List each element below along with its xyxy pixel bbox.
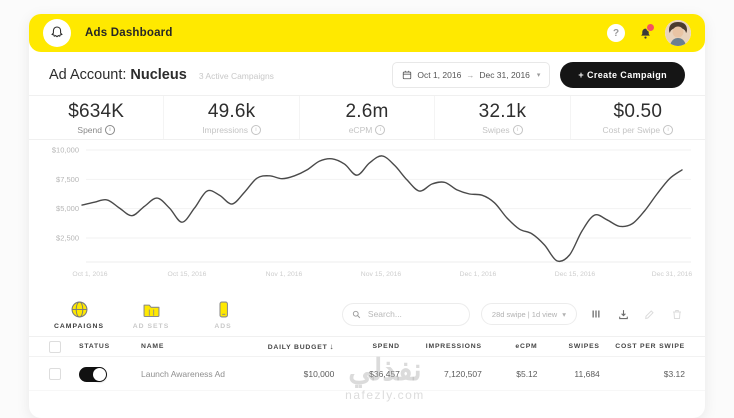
stat-cost-per-swipe[interactable]: $0.50 Cost per Swipe: [569, 96, 705, 139]
svg-text:$7,500: $7,500: [56, 175, 79, 184]
topbar: Ads Dashboard ?: [29, 14, 705, 52]
cell-impressions: 7,120,507: [443, 369, 482, 379]
col-swipes[interactable]: SWIPES: [568, 343, 600, 350]
account-name: Nucleus: [130, 67, 187, 83]
delete-button[interactable]: [669, 306, 685, 322]
stat-impressions[interactable]: 49.6k Impressions: [163, 96, 298, 139]
toggle-knob: [93, 367, 106, 381]
columns-icon: [592, 310, 600, 318]
date-range-picker[interactable]: Oct 1, 2016 → Dec 31, 2016 ▾: [392, 62, 551, 88]
help-icon[interactable]: ?: [607, 24, 625, 42]
spend-chart-area: $10,000 $7,500 $5,000 $2,500 Oct 1, 2016 Oct …: [29, 143, 705, 285]
pencil-icon: [645, 310, 654, 320]
create-campaign-button[interactable]: + Create Campaign: [560, 62, 685, 88]
search-input[interactable]: [365, 308, 450, 320]
cell-spend: $36,457: [369, 369, 400, 379]
col-spend[interactable]: SPEND: [372, 343, 400, 350]
cell-daily-budget: $10,000: [303, 369, 335, 379]
svg-text:Dec 31, 2016: Dec 31, 2016: [652, 271, 693, 278]
cell-cost-per-swipe: $3.12: [663, 369, 685, 379]
col-daily-budget[interactable]: DAILY BUDGET ↓: [267, 342, 335, 351]
date-end: Dec 31, 2016: [479, 70, 530, 80]
ad-sets-folder-icon: [143, 304, 159, 317]
col-ecpm[interactable]: eCPM: [515, 343, 538, 350]
col-status[interactable]: STATUS: [79, 343, 110, 350]
stat-ecpm[interactable]: 2.6m eCPM: [298, 96, 434, 139]
svg-text:Dec 1, 2016: Dec 1, 2016: [460, 271, 497, 278]
trash-icon: [673, 310, 681, 319]
snapchat-ghost-logo-icon: [43, 19, 71, 47]
stat-spend[interactable]: $634K Spend: [29, 96, 163, 139]
status-toggle[interactable]: [79, 366, 107, 382]
notification-badge: [646, 23, 655, 32]
svg-text:Oct 15, 2016: Oct 15, 2016: [168, 271, 207, 278]
campaigns-globe-icon: [71, 301, 87, 317]
campaign-name[interactable]: Launch Awareness Ad: [141, 369, 225, 379]
col-name[interactable]: NAME: [141, 343, 165, 350]
info-icon: [105, 124, 115, 135]
ads-phone-icon: [218, 301, 228, 317]
row-checkbox[interactable]: [49, 368, 61, 380]
svg-text:$5,000: $5,000: [56, 204, 79, 213]
tab-ad-sets[interactable]: AD SETS: [115, 292, 187, 336]
svg-text:Oct 1, 2016: Oct 1, 2016: [72, 271, 107, 278]
info-icon: [375, 124, 386, 135]
cell-swipes: 11,684: [574, 369, 600, 379]
info-icon: [251, 124, 262, 135]
notifications-bell-icon[interactable]: [637, 23, 655, 41]
table-row[interactable]: Launch Awareness Ad $10,000 $36,457 7,12…: [29, 358, 705, 391]
sort-desc-icon: ↓: [329, 342, 335, 351]
col-impressions[interactable]: IMPRESSIONS: [425, 343, 482, 350]
avatar[interactable]: [665, 20, 691, 46]
page-title: Ad Account: Nucleus 3 Active Campaigns: [49, 67, 274, 83]
edit-button[interactable]: [642, 306, 658, 322]
cell-ecpm: $5.12: [516, 369, 538, 379]
chevron-down-icon: ▾: [536, 72, 541, 79]
date-arrow-icon: →: [466, 70, 475, 80]
tabbar: CAMPAIGNS AD SETS ADS 28d swipe | 1d vie…: [29, 292, 705, 337]
svg-text:$10,000: $10,000: [52, 146, 79, 155]
date-start: Oct 1, 2016: [417, 70, 462, 80]
topbar-actions: ?: [607, 20, 691, 46]
attribution-window-selector[interactable]: 28d swipe | 1d view ▾: [480, 303, 577, 325]
account-label: Ad Account:: [49, 67, 127, 83]
svg-text:Nov 1, 2016: Nov 1, 2016: [266, 271, 303, 278]
subheader: Ad Account: Nucleus 3 Active Campaigns O…: [29, 58, 705, 92]
tab-campaigns[interactable]: CAMPAIGNS: [43, 292, 115, 336]
table-header: STATUS NAME DAILY BUDGET ↓ SPEND IMPRESSI…: [29, 337, 705, 357]
svg-text:$2,500: $2,500: [56, 233, 79, 242]
col-cost-per-swipe[interactable]: COST PER SWIPE: [615, 343, 685, 350]
calendar-icon: [403, 70, 412, 80]
columns-button[interactable]: [588, 306, 604, 322]
stat-swipes[interactable]: 32.1k Swipes: [434, 96, 569, 139]
table-toolbar: 28d swipe | 1d view ▾: [341, 292, 705, 336]
info-icon: [512, 124, 523, 135]
chevron-down-icon: ▾: [562, 309, 566, 319]
select-all-checkbox[interactable]: [49, 340, 61, 353]
search-icon: [352, 310, 361, 318]
search-box[interactable]: [341, 302, 470, 326]
dashboard-window: Ads Dashboard ? Ad Account: Nucleus 3 Ac…: [29, 14, 705, 418]
svg-text:Nov 15, 2016: Nov 15, 2016: [361, 271, 402, 278]
info-icon: [663, 124, 674, 135]
app-title: Ads Dashboard: [85, 27, 173, 39]
svg-text:Dec 15, 2016: Dec 15, 2016: [555, 271, 596, 278]
active-campaigns-count: 3 Active Campaigns: [198, 71, 274, 81]
spend-chart: $10,000 $7,500 $5,000 $2,500 Oct 1, 2016 Oct …: [52, 146, 693, 279]
tab-ads[interactable]: ADS: [187, 292, 259, 336]
download-button[interactable]: [615, 306, 631, 322]
kpi-stats-row: $634K Spend 49.6k Impressions 2.6m eCPM …: [29, 95, 705, 140]
subheader-actions: Oct 1, 2016 → Dec 31, 2016 ▾ + Create Ca…: [392, 62, 685, 88]
download-icon: [618, 309, 628, 319]
